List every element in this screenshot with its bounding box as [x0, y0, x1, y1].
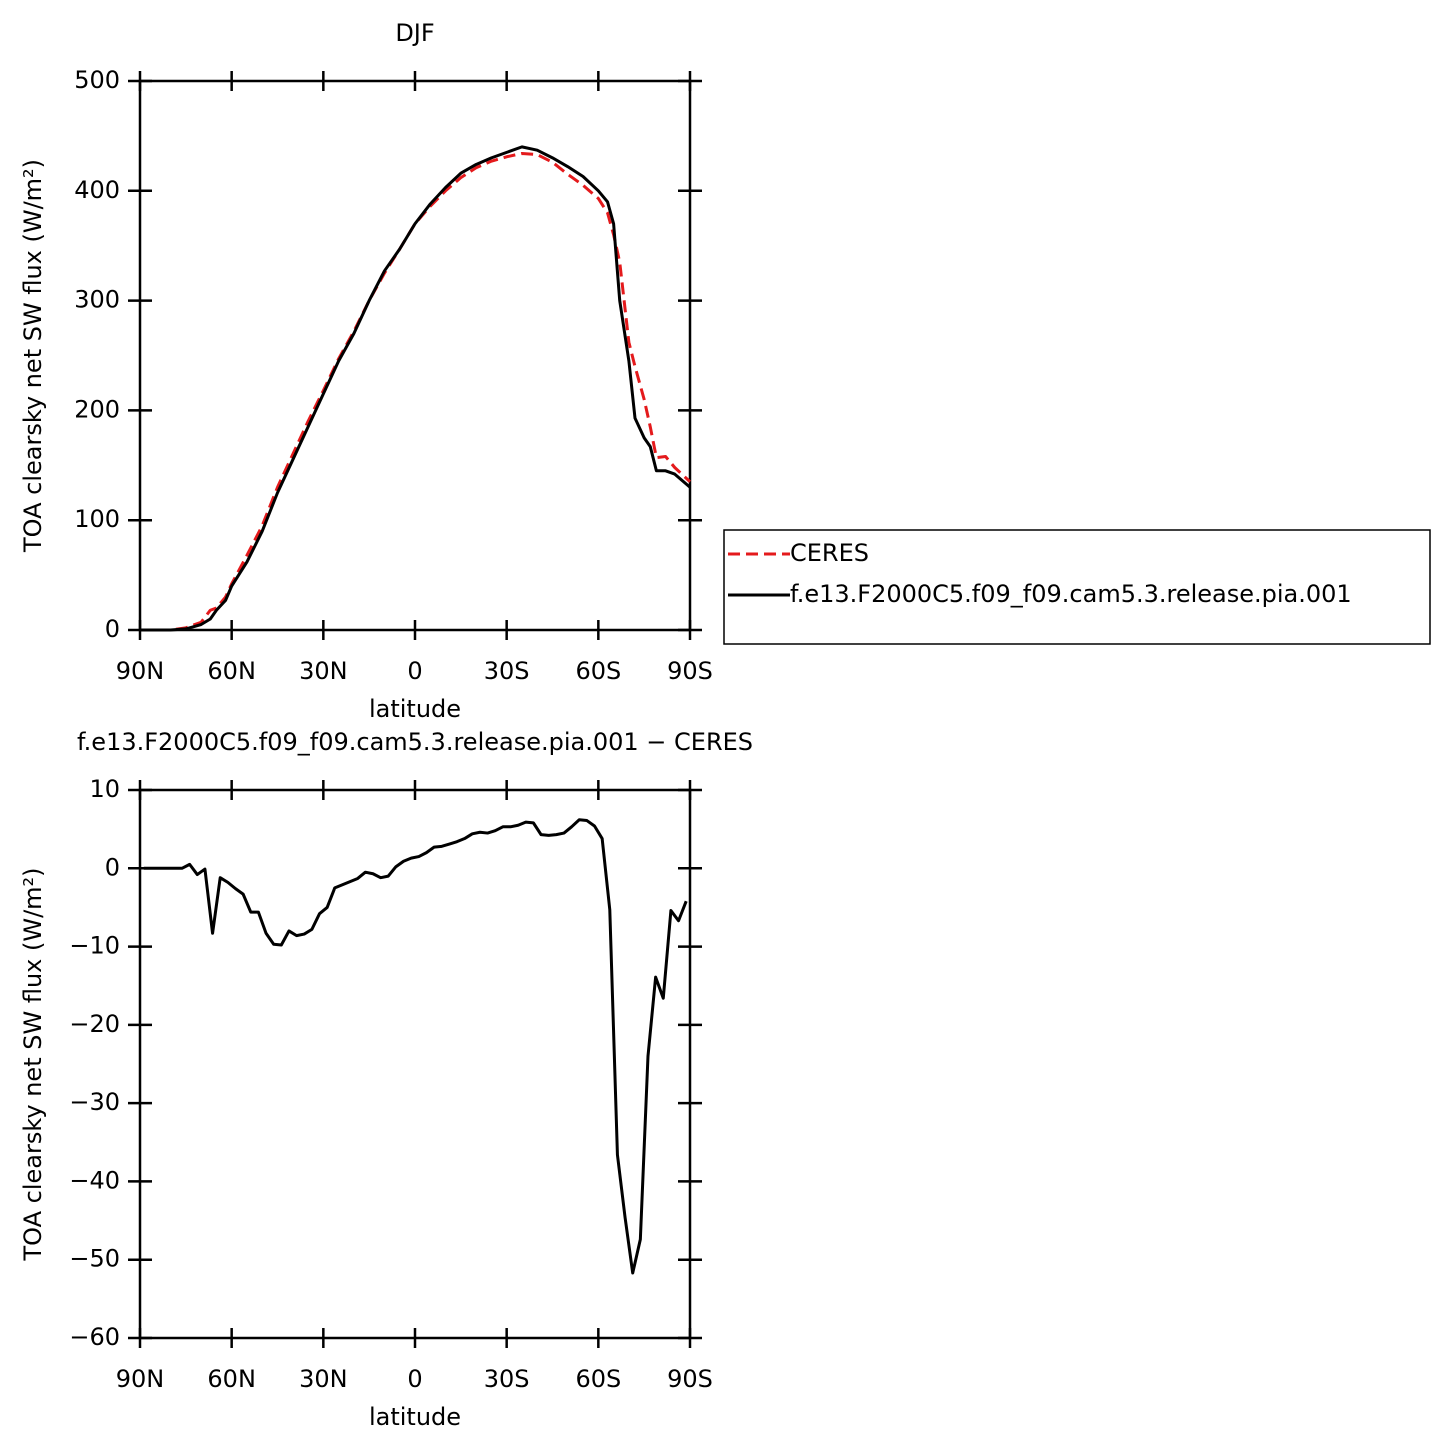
- y-tick-label: −20: [69, 1010, 120, 1038]
- x-tick-label: 0: [407, 657, 422, 685]
- data-line: [140, 145, 691, 632]
- x-tick-label: 90N: [116, 1365, 165, 1393]
- data-line: [143, 818, 688, 1275]
- x-axis-label: latitude: [369, 695, 461, 723]
- y-tick-label: 100: [74, 505, 120, 533]
- y-axis-label: TOA clearsky net SW flux (W/m²): [19, 867, 47, 1261]
- x-tick-label: 90S: [667, 657, 713, 685]
- x-tick-label: 90N: [116, 657, 165, 685]
- x-tick-label: 60S: [575, 1365, 621, 1393]
- y-tick-label: −30: [69, 1088, 120, 1116]
- legend-label: f.e13.F2000C5.f09_f09.cam5.3.release.pia…: [790, 580, 1352, 608]
- y-tick-label: −50: [69, 1245, 120, 1273]
- x-tick-label: 60N: [207, 1365, 256, 1393]
- plot-frame: [138, 79, 692, 632]
- legend-label: CERES: [790, 539, 869, 567]
- x-tick-label: 30S: [484, 1365, 530, 1393]
- x-tick-label: 0: [407, 1365, 422, 1393]
- y-tick-label: 0: [105, 853, 120, 881]
- legend-box: [723, 529, 1431, 645]
- y-tick-label: −60: [69, 1323, 120, 1351]
- chart-title: DJF: [395, 19, 434, 47]
- y-tick-label: −10: [69, 932, 120, 960]
- x-axis-label: latitude: [369, 1403, 461, 1431]
- x-tick-label: 30N: [299, 657, 348, 685]
- x-tick-label: 60S: [575, 657, 621, 685]
- plot-frame: [138, 788, 692, 1340]
- y-tick-label: 400: [74, 176, 120, 204]
- y-tick-label: 300: [74, 286, 120, 314]
- y-tick-label: 0: [105, 615, 120, 643]
- y-tick-label: 200: [74, 395, 120, 423]
- x-tick-label: 30S: [484, 657, 530, 685]
- chart-title: f.e13.F2000C5.f09_f09.cam5.3.release.pia…: [77, 728, 753, 756]
- x-tick-label: 30N: [299, 1365, 348, 1393]
- y-tick-label: 500: [74, 66, 120, 94]
- y-axis-label: TOA clearsky net SW flux (W/m²): [19, 159, 47, 553]
- y-tick-label: −40: [69, 1166, 120, 1194]
- x-tick-label: 60N: [207, 657, 256, 685]
- y-tick-label: 10: [89, 775, 120, 803]
- x-tick-label: 90S: [667, 1365, 713, 1393]
